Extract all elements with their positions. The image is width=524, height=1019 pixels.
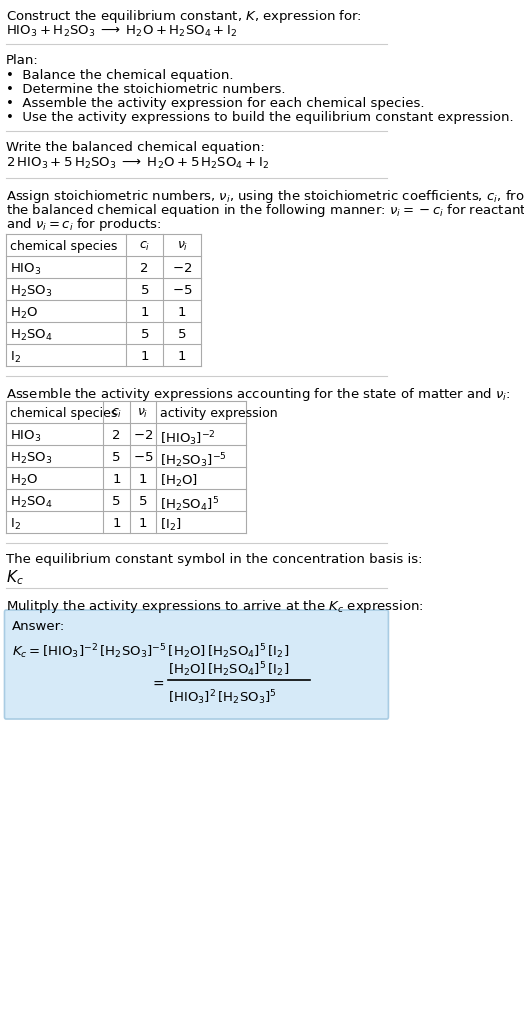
Text: Plan:: Plan: bbox=[6, 54, 39, 67]
Text: $-5$: $-5$ bbox=[172, 284, 192, 297]
Text: Assign stoichiometric numbers, $\nu_i$, using the stoichiometric coefficients, $: Assign stoichiometric numbers, $\nu_i$, … bbox=[6, 187, 524, 205]
Text: 5: 5 bbox=[178, 328, 187, 341]
Text: $\nu_i$: $\nu_i$ bbox=[177, 240, 188, 253]
Text: activity expression: activity expression bbox=[160, 407, 278, 420]
Text: 1: 1 bbox=[138, 473, 147, 486]
Text: •  Use the activity expressions to build the equilibrium constant expression.: • Use the activity expressions to build … bbox=[6, 111, 514, 124]
Text: 2: 2 bbox=[112, 429, 121, 442]
Text: $=$: $=$ bbox=[150, 676, 165, 690]
Text: •  Determine the stoichiometric numbers.: • Determine the stoichiometric numbers. bbox=[6, 83, 286, 96]
Text: 1: 1 bbox=[112, 517, 121, 530]
Text: •  Assemble the activity expression for each chemical species.: • Assemble the activity expression for e… bbox=[6, 97, 424, 110]
Text: 1: 1 bbox=[178, 306, 187, 319]
Text: 1: 1 bbox=[138, 517, 147, 530]
FancyBboxPatch shape bbox=[5, 610, 388, 719]
Text: 5: 5 bbox=[112, 495, 121, 508]
Text: 5: 5 bbox=[112, 451, 121, 464]
Text: $-5$: $-5$ bbox=[133, 451, 153, 464]
Text: 1: 1 bbox=[178, 350, 187, 363]
Text: $\text{H}_2\text{SO}_4$: $\text{H}_2\text{SO}_4$ bbox=[10, 328, 53, 343]
Text: $K_c$: $K_c$ bbox=[6, 568, 24, 587]
Text: 5: 5 bbox=[140, 284, 149, 297]
Text: $\text{I}_2$: $\text{I}_2$ bbox=[10, 350, 21, 365]
Text: $\text{H}_2\text{SO}_3$: $\text{H}_2\text{SO}_3$ bbox=[10, 451, 53, 466]
Text: $c_i$: $c_i$ bbox=[111, 407, 122, 420]
Text: 1: 1 bbox=[140, 350, 149, 363]
Text: $[\text{H}_2\text{O}]\,[\text{H}_2\text{SO}_4]^5\,[\text{I}_2]$: $[\text{H}_2\text{O}]\,[\text{H}_2\text{… bbox=[168, 660, 289, 679]
Text: 1: 1 bbox=[112, 473, 121, 486]
Text: $[\text{H}_2\text{SO}_3]^{-5}$: $[\text{H}_2\text{SO}_3]^{-5}$ bbox=[160, 451, 227, 470]
Text: •  Balance the chemical equation.: • Balance the chemical equation. bbox=[6, 69, 234, 82]
Text: 2: 2 bbox=[140, 262, 149, 275]
Text: $\text{HIO}_3$: $\text{HIO}_3$ bbox=[10, 262, 42, 277]
Text: 5: 5 bbox=[138, 495, 147, 508]
Text: $-2$: $-2$ bbox=[133, 429, 153, 442]
Text: Assemble the activity expressions accounting for the state of matter and $\nu_i$: Assemble the activity expressions accoun… bbox=[6, 386, 511, 403]
Text: $\nu_i$: $\nu_i$ bbox=[137, 407, 148, 420]
Text: $[\text{H}_2\text{O}]$: $[\text{H}_2\text{O}]$ bbox=[160, 473, 199, 489]
Text: $2\,\text{HIO}_3 + 5\,\text{H}_2\text{SO}_3 \;\longrightarrow\; \text{H}_2\text{: $2\,\text{HIO}_3 + 5\,\text{H}_2\text{SO… bbox=[6, 156, 269, 171]
Text: Construct the equilibrium constant, $K$, expression for:: Construct the equilibrium constant, $K$,… bbox=[6, 8, 362, 25]
Text: $[\text{H}_2\text{SO}_4]^5$: $[\text{H}_2\text{SO}_4]^5$ bbox=[160, 495, 220, 514]
Text: $[\text{HIO}_3]^2\,[\text{H}_2\text{SO}_3]^5$: $[\text{HIO}_3]^2\,[\text{H}_2\text{SO}_… bbox=[168, 688, 277, 707]
Text: 5: 5 bbox=[140, 328, 149, 341]
Text: $\text{H}_2\text{SO}_4$: $\text{H}_2\text{SO}_4$ bbox=[10, 495, 53, 511]
Text: $[\text{I}_2]$: $[\text{I}_2]$ bbox=[160, 517, 182, 533]
Text: chemical species: chemical species bbox=[10, 240, 118, 253]
Text: Write the balanced chemical equation:: Write the balanced chemical equation: bbox=[6, 141, 265, 154]
Text: $\text{H}_2\text{O}$: $\text{H}_2\text{O}$ bbox=[10, 473, 39, 488]
Text: $[\text{HIO}_3]^{-2}$: $[\text{HIO}_3]^{-2}$ bbox=[160, 429, 216, 447]
Text: 1: 1 bbox=[140, 306, 149, 319]
Text: the balanced chemical equation in the following manner: $\nu_i = -c_i$ for react: the balanced chemical equation in the fo… bbox=[6, 202, 524, 219]
Text: $\text{H}_2\text{O}$: $\text{H}_2\text{O}$ bbox=[10, 306, 39, 321]
Text: and $\nu_i = c_i$ for products:: and $\nu_i = c_i$ for products: bbox=[6, 216, 161, 233]
Text: $\text{H}_2\text{SO}_3$: $\text{H}_2\text{SO}_3$ bbox=[10, 284, 53, 300]
Text: $\text{HIO}_3$: $\text{HIO}_3$ bbox=[10, 429, 42, 444]
Text: $\text{HIO}_3 + \text{H}_2\text{SO}_3 \;\longrightarrow\; \text{H}_2\text{O} + \: $\text{HIO}_3 + \text{H}_2\text{SO}_3 \;… bbox=[6, 24, 237, 39]
Text: Answer:: Answer: bbox=[12, 620, 66, 633]
Text: $K_c = [\text{HIO}_3]^{-2}\,[\text{H}_2\text{SO}_3]^{-5}\,[\text{H}_2\text{O}]\,: $K_c = [\text{HIO}_3]^{-2}\,[\text{H}_2\… bbox=[12, 642, 289, 660]
Text: Mulitply the activity expressions to arrive at the $K_c$ expression:: Mulitply the activity expressions to arr… bbox=[6, 598, 424, 615]
Text: chemical species: chemical species bbox=[10, 407, 118, 420]
Text: The equilibrium constant symbol in the concentration basis is:: The equilibrium constant symbol in the c… bbox=[6, 553, 422, 566]
Text: $\text{I}_2$: $\text{I}_2$ bbox=[10, 517, 21, 532]
Text: $c_i$: $c_i$ bbox=[139, 240, 150, 253]
Text: $-2$: $-2$ bbox=[172, 262, 192, 275]
